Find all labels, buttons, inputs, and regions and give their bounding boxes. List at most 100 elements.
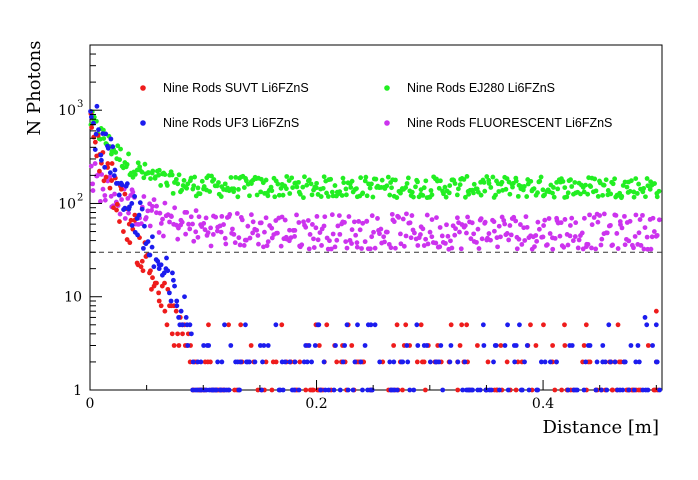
data-point <box>498 234 503 240</box>
data-point <box>334 237 340 243</box>
data-point <box>288 235 294 241</box>
data-point <box>510 184 515 190</box>
data-point <box>626 387 632 393</box>
data-point <box>488 237 493 243</box>
data-point <box>250 230 256 236</box>
data-point <box>391 219 397 225</box>
data-point <box>635 343 641 348</box>
data-point <box>613 212 619 218</box>
data-point <box>411 194 416 200</box>
data-point <box>284 174 290 179</box>
data-point <box>317 230 323 235</box>
data-point <box>521 183 527 189</box>
data-point <box>170 270 175 276</box>
data-point <box>105 145 111 151</box>
data-point <box>358 175 364 181</box>
data-point <box>170 277 176 283</box>
data-point <box>139 206 145 212</box>
data-point <box>148 268 153 274</box>
y-axis-title: N Photons <box>24 41 45 136</box>
data-point <box>454 215 460 221</box>
data-point <box>436 185 442 191</box>
data-point <box>488 185 494 190</box>
data-point <box>321 174 327 180</box>
data-point <box>172 205 178 211</box>
data-point <box>164 183 170 188</box>
data-point <box>436 359 442 365</box>
data-point <box>147 223 153 229</box>
data-point <box>208 243 214 249</box>
data-point <box>570 238 576 244</box>
data-point <box>535 387 541 393</box>
data-point <box>493 192 498 198</box>
data-point <box>171 343 177 348</box>
data-point <box>575 245 581 251</box>
data-point <box>455 359 461 365</box>
data-point <box>330 231 336 237</box>
data-point <box>304 182 310 188</box>
legend-marker <box>384 120 390 126</box>
data-point <box>393 177 398 183</box>
data-point <box>654 232 660 238</box>
data-point <box>592 176 598 182</box>
data-point <box>614 231 620 236</box>
data-point <box>162 200 168 206</box>
data-point <box>540 234 546 240</box>
data-point <box>403 185 409 190</box>
data-point <box>503 186 509 192</box>
data-point <box>282 359 288 365</box>
data-point <box>547 359 553 365</box>
data-point <box>407 220 413 226</box>
data-point <box>166 290 172 296</box>
data-point <box>291 387 297 393</box>
data-point <box>314 213 320 219</box>
data-point <box>442 184 448 190</box>
data-point <box>597 213 603 218</box>
data-point <box>90 188 96 193</box>
legend-marker <box>140 120 146 126</box>
data-point <box>169 331 175 337</box>
data-point <box>585 241 591 247</box>
data-point <box>496 189 502 194</box>
data-point <box>208 359 213 365</box>
y-tick-label: 10 <box>64 290 82 306</box>
data-point <box>107 185 113 191</box>
data-point <box>303 224 309 230</box>
data-point <box>164 322 170 328</box>
data-point <box>162 172 168 177</box>
data-point <box>642 225 648 230</box>
data-point <box>303 387 309 393</box>
data-point <box>272 194 278 200</box>
data-point <box>273 322 279 328</box>
data-point <box>351 219 357 225</box>
data-point <box>145 208 151 214</box>
data-point <box>108 193 114 199</box>
data-point <box>107 174 113 180</box>
y-tick-label: 10 <box>58 103 76 119</box>
data-point <box>533 343 539 348</box>
data-point <box>542 217 548 223</box>
data-point <box>175 181 181 187</box>
data-point <box>551 194 557 200</box>
data-point <box>287 191 293 196</box>
data-point <box>309 359 314 365</box>
data-point <box>604 387 610 393</box>
data-point <box>164 255 169 261</box>
data-point <box>328 176 334 182</box>
data-point <box>327 238 332 244</box>
data-point <box>643 194 648 200</box>
data-point <box>184 210 190 215</box>
x-axis-title: Distance [m] <box>542 417 659 438</box>
data-point <box>452 181 458 186</box>
data-point <box>318 194 324 199</box>
data-point <box>230 226 235 232</box>
data-point <box>167 219 172 225</box>
data-point <box>176 315 182 320</box>
data-point <box>170 190 176 196</box>
data-point <box>296 179 301 185</box>
data-point <box>595 194 601 199</box>
data-point <box>429 234 435 240</box>
data-point <box>418 232 423 237</box>
data-point <box>384 183 390 189</box>
data-point <box>653 308 659 314</box>
